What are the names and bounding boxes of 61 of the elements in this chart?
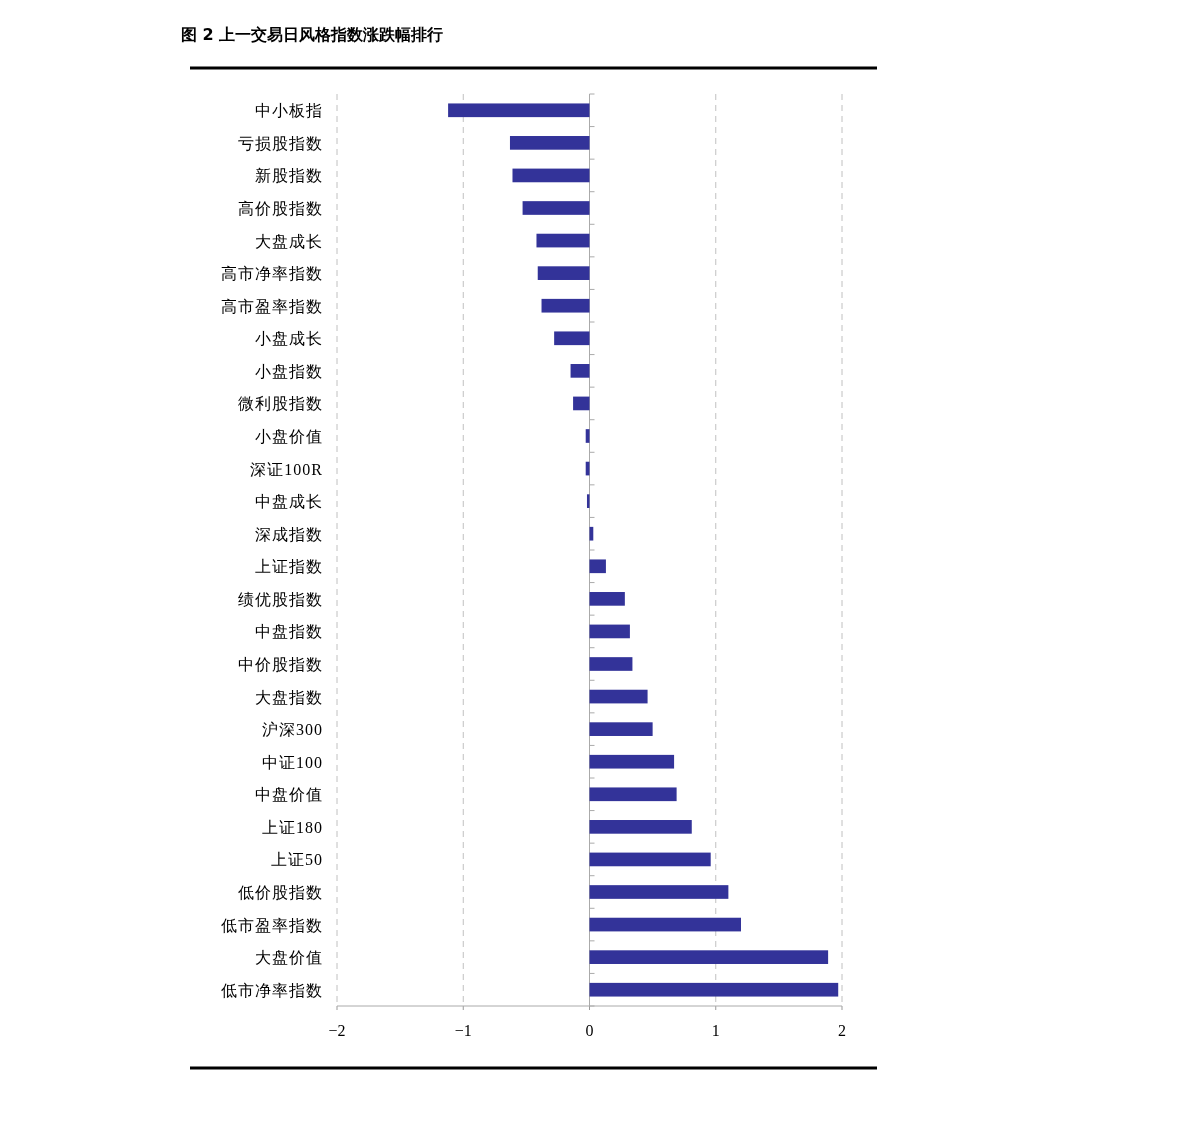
y-tick-label: 大盘指数 bbox=[255, 688, 323, 706]
y-tick-label: 中盘价值 bbox=[255, 786, 323, 804]
bar bbox=[589, 820, 692, 834]
y-tick-label: 高市盈率指数 bbox=[221, 297, 323, 315]
y-tick-label: 低市盈率指数 bbox=[221, 916, 323, 934]
y-tick-label: 微利股指数 bbox=[238, 395, 323, 413]
bar bbox=[585, 461, 590, 476]
bar bbox=[589, 689, 648, 704]
y-tick-label: 小盘价值 bbox=[255, 428, 323, 445]
y-tick-label: 大盘成长 bbox=[255, 232, 323, 250]
y-tick-label: 大盘价值 bbox=[255, 949, 323, 967]
bar bbox=[589, 852, 711, 867]
bar bbox=[554, 331, 590, 346]
bar bbox=[589, 624, 630, 639]
bar bbox=[448, 103, 590, 118]
y-tick-label: 绩优股指数 bbox=[238, 590, 323, 608]
y-tick-label: 上证50 bbox=[271, 851, 323, 869]
x-tick-label: 2 bbox=[838, 1022, 846, 1039]
bar bbox=[589, 950, 829, 964]
bar bbox=[589, 722, 653, 736]
bar bbox=[589, 592, 625, 606]
bar bbox=[522, 201, 590, 215]
y-tick-label: 上证180 bbox=[262, 818, 323, 836]
x-tick-label: −1 bbox=[454, 1022, 472, 1039]
x-tick-label: −2 bbox=[328, 1022, 346, 1039]
y-tick-label: 低价股指数 bbox=[238, 884, 323, 901]
y-tick-label: 上证指数 bbox=[255, 558, 323, 576]
bar bbox=[537, 266, 590, 280]
bar bbox=[509, 136, 590, 150]
y-tick-label: 低市净率指数 bbox=[221, 981, 323, 999]
y-tick-label: 中价股指数 bbox=[238, 656, 323, 673]
bar bbox=[573, 396, 590, 411]
y-tick-label: 高市净率指数 bbox=[221, 265, 323, 283]
bar bbox=[589, 754, 675, 769]
bar bbox=[536, 233, 590, 248]
bar bbox=[570, 364, 590, 378]
y-tick-label: 中小板指 bbox=[255, 102, 323, 120]
bar bbox=[589, 787, 677, 802]
y-tick-label: 中盘成长 bbox=[255, 493, 323, 511]
bar bbox=[589, 982, 839, 997]
x-tick-label: 0 bbox=[585, 1022, 594, 1039]
y-tick-label: 沪深300 bbox=[262, 721, 323, 739]
bar bbox=[589, 885, 729, 899]
bar bbox=[541, 298, 590, 313]
bar bbox=[589, 917, 741, 932]
y-tick-label: 新股指数 bbox=[255, 167, 323, 185]
y-tick-label: 深证100R bbox=[250, 460, 323, 478]
y-tick-label: 亏损股指数 bbox=[238, 134, 323, 152]
y-tick-label: 小盘指数 bbox=[255, 362, 323, 380]
bar bbox=[589, 657, 633, 671]
y-tick-label: 高价股指数 bbox=[238, 200, 323, 217]
bar bbox=[586, 494, 590, 508]
y-tick-label: 中证100 bbox=[262, 753, 323, 771]
y-tick-label: 小盘成长 bbox=[255, 330, 323, 348]
chart-title: 图 2 上一交易日风格指数涨跌幅排行 bbox=[181, 25, 444, 44]
bar bbox=[589, 559, 606, 574]
x-tick-label: 1 bbox=[711, 1022, 720, 1039]
bar bbox=[585, 429, 590, 443]
y-tick-label: 深成指数 bbox=[255, 525, 323, 543]
y-tick-label: 中盘指数 bbox=[255, 623, 323, 641]
bar bbox=[512, 168, 590, 183]
